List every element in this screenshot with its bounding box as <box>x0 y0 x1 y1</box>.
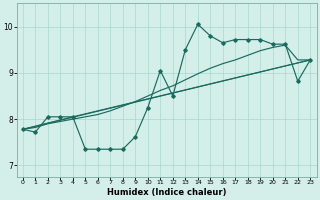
X-axis label: Humidex (Indice chaleur): Humidex (Indice chaleur) <box>107 188 226 197</box>
